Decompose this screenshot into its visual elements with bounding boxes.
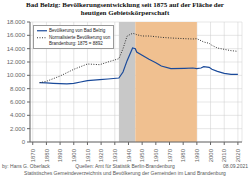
svg-text:1950: 1950 bbox=[139, 148, 145, 162]
html-text:heutigen Gebietskörperschaft: heutigen Gebietskörperschaft bbox=[80, 9, 170, 17]
svg-text:1930: 1930 bbox=[112, 148, 118, 162]
svg-text:6.000: 6.000 bbox=[10, 99, 26, 105]
svg-text:0: 0 bbox=[22, 139, 26, 145]
svg-text:12.000: 12.000 bbox=[8, 59, 26, 65]
svg-text:2000: 2000 bbox=[208, 148, 214, 162]
svg-text:1900: 1900 bbox=[71, 148, 77, 162]
svg-text:14.000: 14.000 bbox=[8, 46, 26, 52]
svg-text:1910: 1910 bbox=[85, 148, 91, 162]
svg-text:1960: 1960 bbox=[153, 148, 159, 162]
html-text:Statistisches Gemeindeverzeich: Statistisches Gemeindeverzeichnis und Be… bbox=[24, 170, 226, 176]
html-text:Quellen: Amt für Statistik Ber: Quellen: Amt für Statistik Berlin-Brande… bbox=[75, 163, 175, 169]
svg-text:1880: 1880 bbox=[44, 148, 50, 162]
svg-text:2020: 2020 bbox=[235, 148, 241, 162]
svg-text:2.000: 2.000 bbox=[10, 126, 26, 132]
svg-text:16.000: 16.000 bbox=[8, 32, 26, 38]
html-text:Bevölkerung von Bad Belzig: Bevölkerung von Bad Belzig bbox=[49, 28, 106, 33]
svg-text:8.000: 8.000 bbox=[10, 86, 26, 92]
svg-text:10.000: 10.000 bbox=[8, 72, 26, 78]
svg-text:1870: 1870 bbox=[30, 148, 36, 162]
svg-text:1980: 1980 bbox=[180, 148, 186, 162]
svg-text:1970: 1970 bbox=[167, 148, 173, 162]
svg-text:18.000: 18.000 bbox=[8, 19, 26, 25]
svg-text:1940: 1940 bbox=[126, 148, 132, 162]
svg-text:1920: 1920 bbox=[98, 148, 104, 162]
svg-text:1990: 1990 bbox=[194, 148, 200, 162]
html-text:Bad Belzig: Bevölkerungsentwic: Bad Belzig: Bevölkerungsentwicklung seit… bbox=[26, 1, 224, 9]
html-text:Normalisierte Bevölkerung von: Normalisierte Bevölkerung von Brandenbur… bbox=[49, 35, 111, 46]
svg-text:4.000: 4.000 bbox=[10, 112, 26, 118]
svg-text:1890: 1890 bbox=[57, 148, 63, 162]
svg-text:2010: 2010 bbox=[221, 148, 227, 162]
html-text:08.09.2021: 08.09.2021 bbox=[223, 163, 248, 169]
html-text:by: Hans G. Oberlack: by: Hans G. Oberlack bbox=[2, 163, 50, 169]
